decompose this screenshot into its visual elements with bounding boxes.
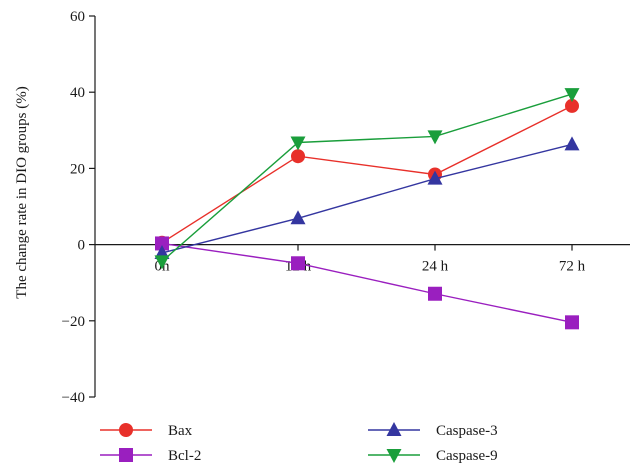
data-point-caspase-9: [427, 130, 443, 145]
series-bax: [155, 98, 579, 250]
legend-item-caspase-9: Caspase-9: [368, 448, 498, 464]
y-tick-label: 40: [70, 85, 85, 101]
data-point-caspase-9: [564, 88, 580, 103]
y-tick-label: 20: [70, 161, 85, 177]
series-bcl-2: [155, 236, 579, 330]
data-point-caspase-3: [290, 210, 306, 225]
legend-label: Caspase-3: [436, 423, 498, 439]
legend-marker-bax: [119, 423, 133, 437]
series-line-bax: [161, 105, 573, 244]
data-point-bcl-2: [565, 315, 579, 330]
y-axis-label: The change rate in DIO groups (%): [14, 86, 30, 298]
chart-series: [154, 88, 580, 330]
data-point-caspase-9: [290, 136, 306, 151]
legend-item-bax: Bax: [100, 423, 193, 439]
series-caspase-9: [154, 88, 580, 270]
data-point-caspase-9: [154, 255, 170, 270]
legend-item-bcl-2: Bcl-2: [100, 448, 201, 464]
series-caspase-3: [154, 136, 580, 259]
series-line-bcl-2: [161, 242, 573, 324]
series-line-caspase-3: [161, 143, 573, 254]
y-tick-label: 0: [78, 238, 86, 254]
data-point-bcl-2: [428, 286, 442, 301]
x-tick-label: 24 h: [422, 259, 449, 275]
legend-marker-bcl-2: [119, 448, 133, 462]
chart-axes: −40−2002040600h12 h24 h72 h: [62, 9, 630, 406]
data-point-bcl-2: [291, 256, 305, 271]
chart-legend: Bax Bcl-2 Caspase-3 Caspase-9: [100, 422, 498, 464]
y-tick-label: 60: [70, 9, 85, 25]
legend-marker-caspase-3: [386, 422, 402, 436]
x-tick-label: 72 h: [559, 259, 586, 275]
legend-label: Bcl-2: [168, 448, 201, 464]
legend-item-caspase-3: Caspase-3: [368, 422, 498, 439]
data-point-bax: [565, 98, 579, 113]
legend-label: Caspase-9: [436, 448, 498, 464]
data-point-caspase-3: [564, 136, 580, 151]
y-tick-label: −20: [62, 314, 85, 330]
y-tick-label: −40: [62, 390, 85, 406]
data-point-caspase-3: [427, 170, 443, 185]
legend-label: Bax: [168, 423, 193, 439]
legend-marker-caspase-9: [386, 449, 402, 463]
data-point-bcl-2: [155, 236, 169, 251]
data-point-bax: [291, 149, 305, 164]
series-line-caspase-9: [161, 93, 573, 262]
